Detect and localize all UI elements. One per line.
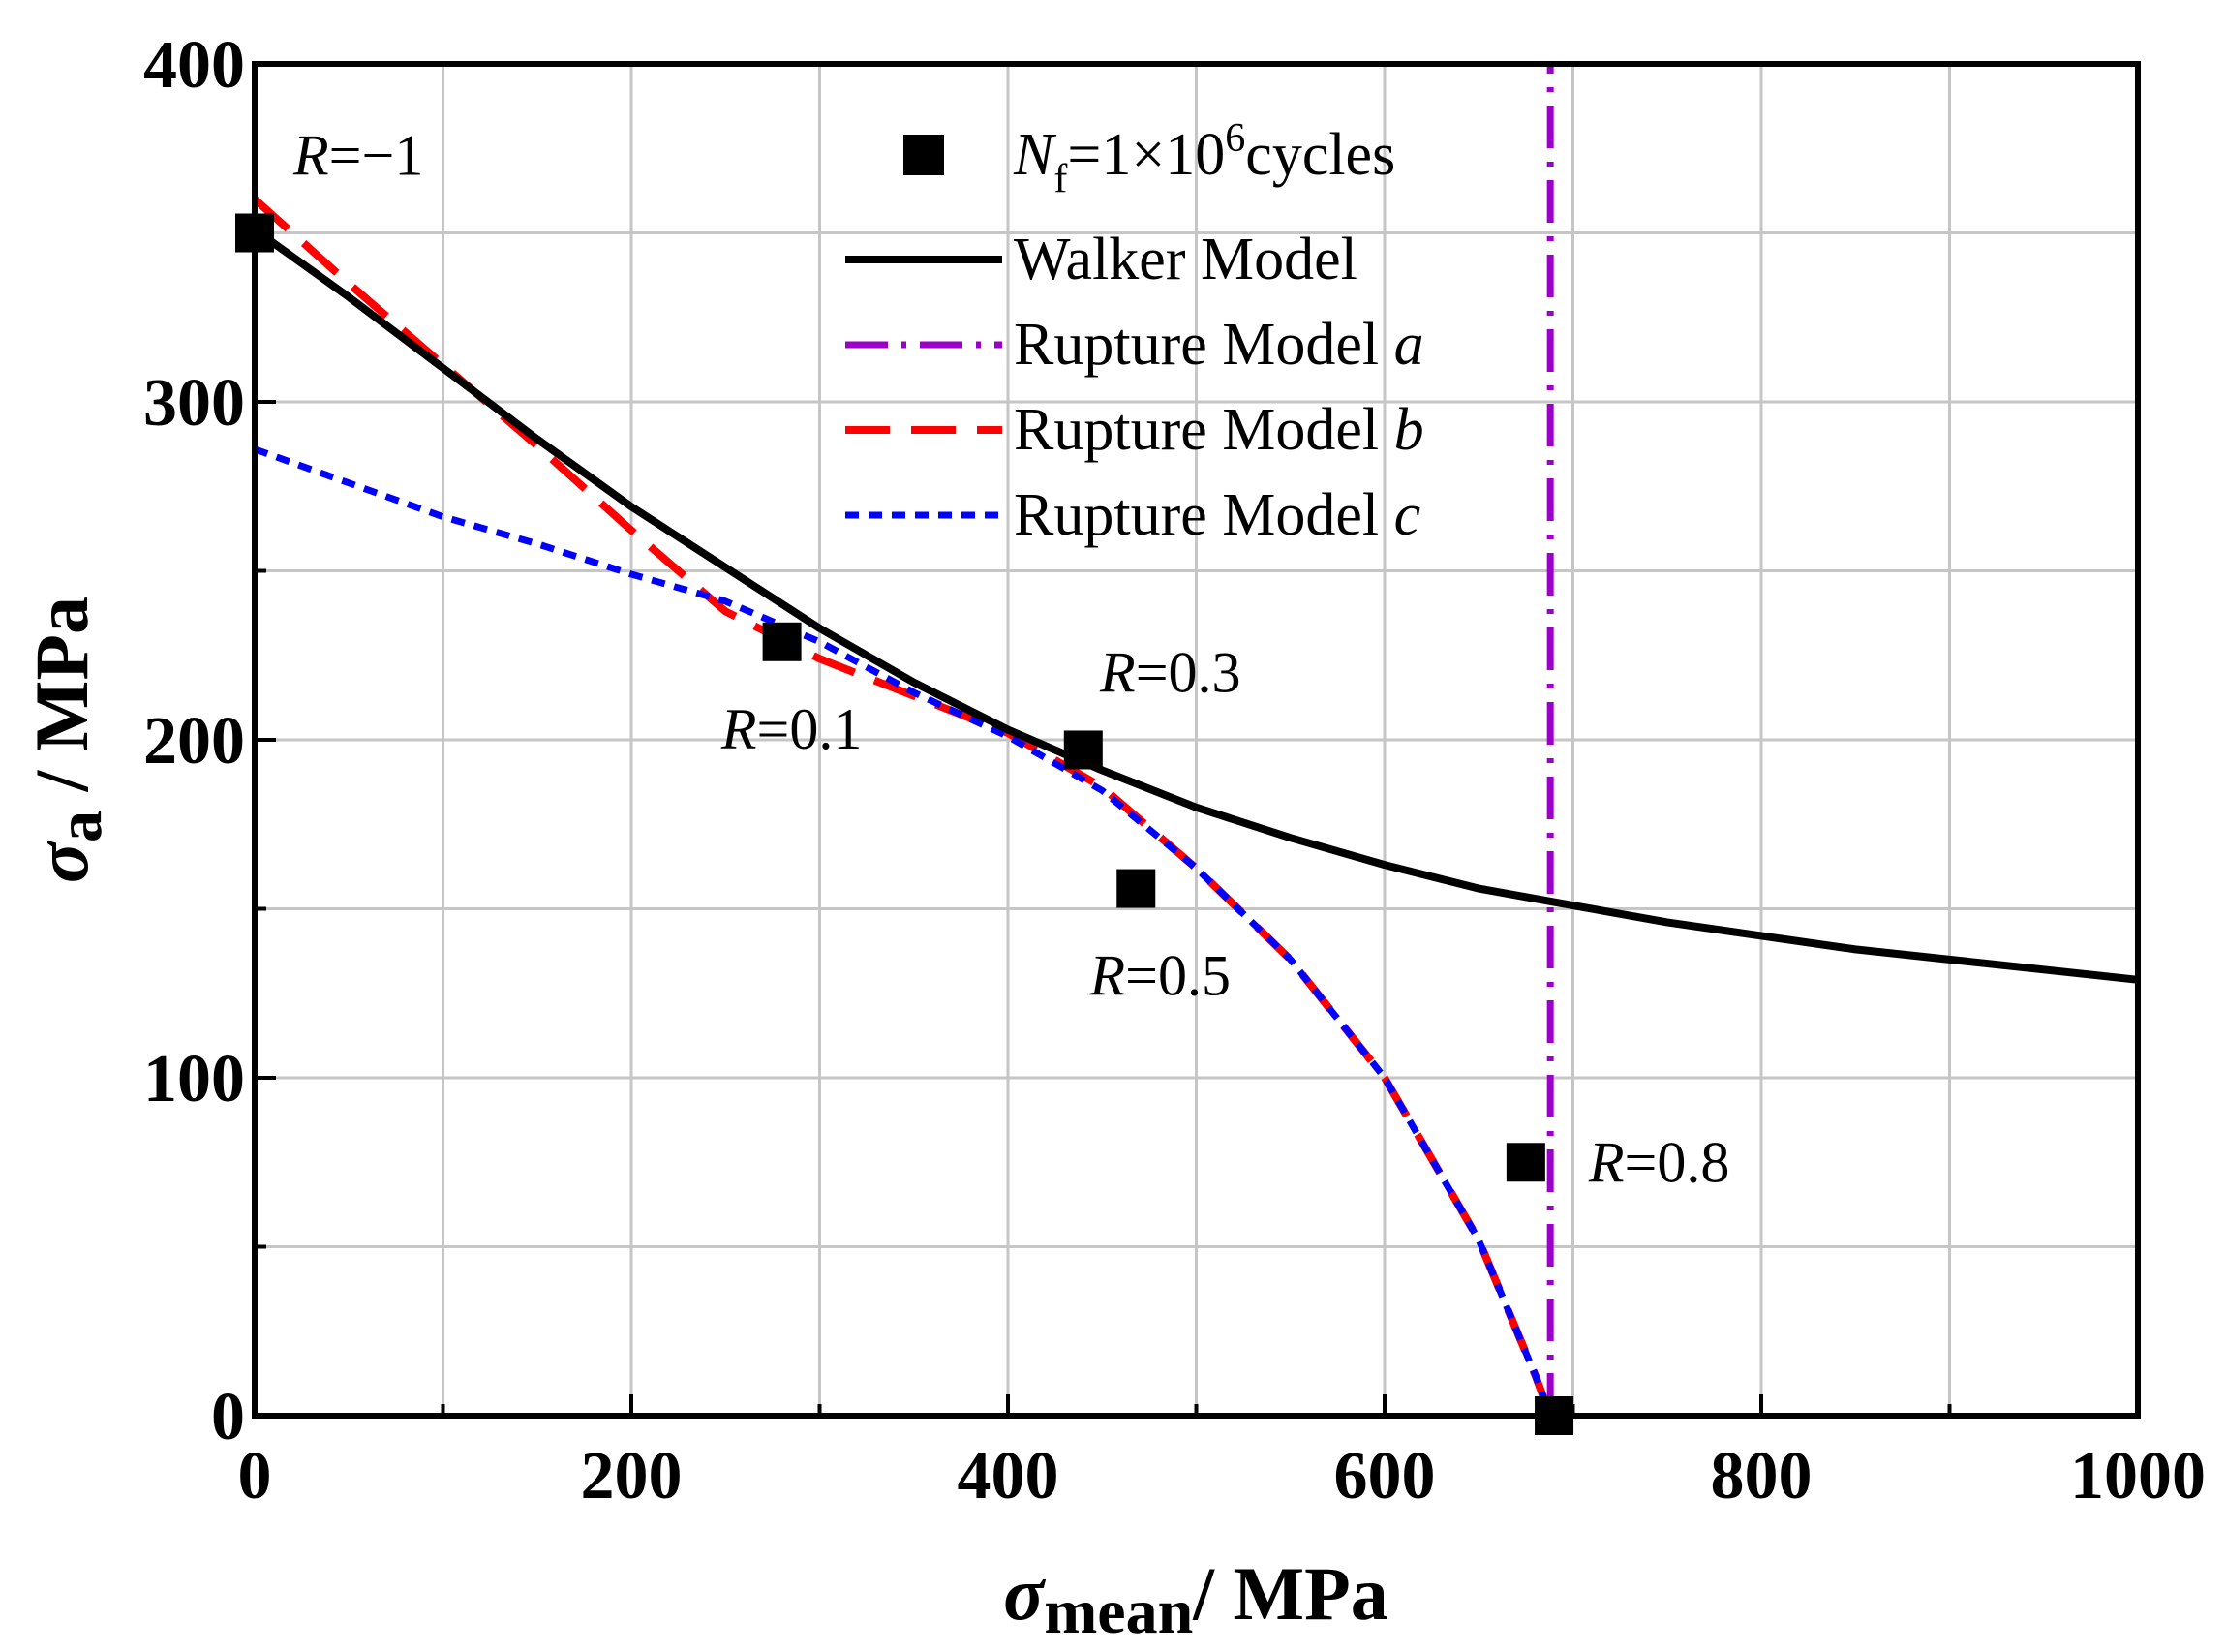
- x-axis-title: σmean/ MPa: [1003, 1551, 1387, 1647]
- point-label: R=−1: [292, 124, 423, 188]
- y-tick-label: 300: [143, 366, 245, 441]
- y-axis-subscript: a: [45, 811, 115, 842]
- experimental-point: [1116, 869, 1156, 908]
- grid: [255, 64, 2138, 1416]
- x-tick-label: 800: [1711, 1439, 1813, 1514]
- point-label: R=0.3: [1099, 640, 1241, 704]
- experimental-point: [1063, 730, 1103, 770]
- x-axis-subscript: mean: [1044, 1576, 1193, 1647]
- x-axis-unit: / MPa: [1192, 1551, 1387, 1636]
- x-tick-label: 600: [1334, 1439, 1436, 1514]
- annotations: R=−1 R=0.1 R=0.3 R=0.5 R=0.8: [292, 124, 1729, 1195]
- points-layer: [235, 213, 1574, 1435]
- ticks: 0 200 400 600 800 1000 0 100 200 300 400: [143, 28, 2206, 1514]
- series-layer: [252, 64, 2139, 1418]
- y-tick-label: 100: [143, 1042, 245, 1117]
- legend-label-rupture-c: Rupture Model c: [1014, 482, 1420, 548]
- point-label: R=0.1: [720, 697, 863, 761]
- legend-label-exp: Nf=1×106cycles: [1013, 116, 1395, 201]
- legend: Nf=1×106cycles Walker Model Rupture Model …: [845, 116, 1424, 548]
- series-line-walker: [252, 226, 2139, 984]
- legend-label-walker: Walker Model: [1014, 227, 1357, 292]
- y-tick-label: 400: [143, 28, 245, 103]
- experimental-point: [1506, 1143, 1545, 1182]
- point-label: R=0.5: [1089, 944, 1232, 1008]
- experimental-point: [762, 622, 802, 661]
- y-tick-label: 200: [143, 704, 245, 779]
- x-tick-label: 200: [581, 1439, 683, 1514]
- y-tick-label: 0: [211, 1380, 245, 1454]
- y-axis-title: σa / MPa: [19, 597, 115, 883]
- legend-label-rupture-b: Rupture Model b: [1014, 397, 1424, 463]
- x-axis-symbol: σ: [1003, 1551, 1046, 1636]
- y-axis-unit: / MPa: [19, 597, 104, 811]
- series-line-rupture-c: [253, 445, 1554, 1418]
- x-tick-label: 400: [958, 1439, 1059, 1514]
- point-label: R=0.8: [1588, 1130, 1730, 1194]
- y-axis-title-group: σa / MPa: [19, 597, 115, 883]
- y-axis-symbol: σ: [19, 841, 104, 883]
- legend-marker-exp: [903, 135, 944, 175]
- legend-label-rupture-a: Rupture Model a: [1014, 312, 1424, 378]
- x-tick-label: 0: [238, 1439, 272, 1514]
- x-tick-label: 1000: [2070, 1439, 2206, 1514]
